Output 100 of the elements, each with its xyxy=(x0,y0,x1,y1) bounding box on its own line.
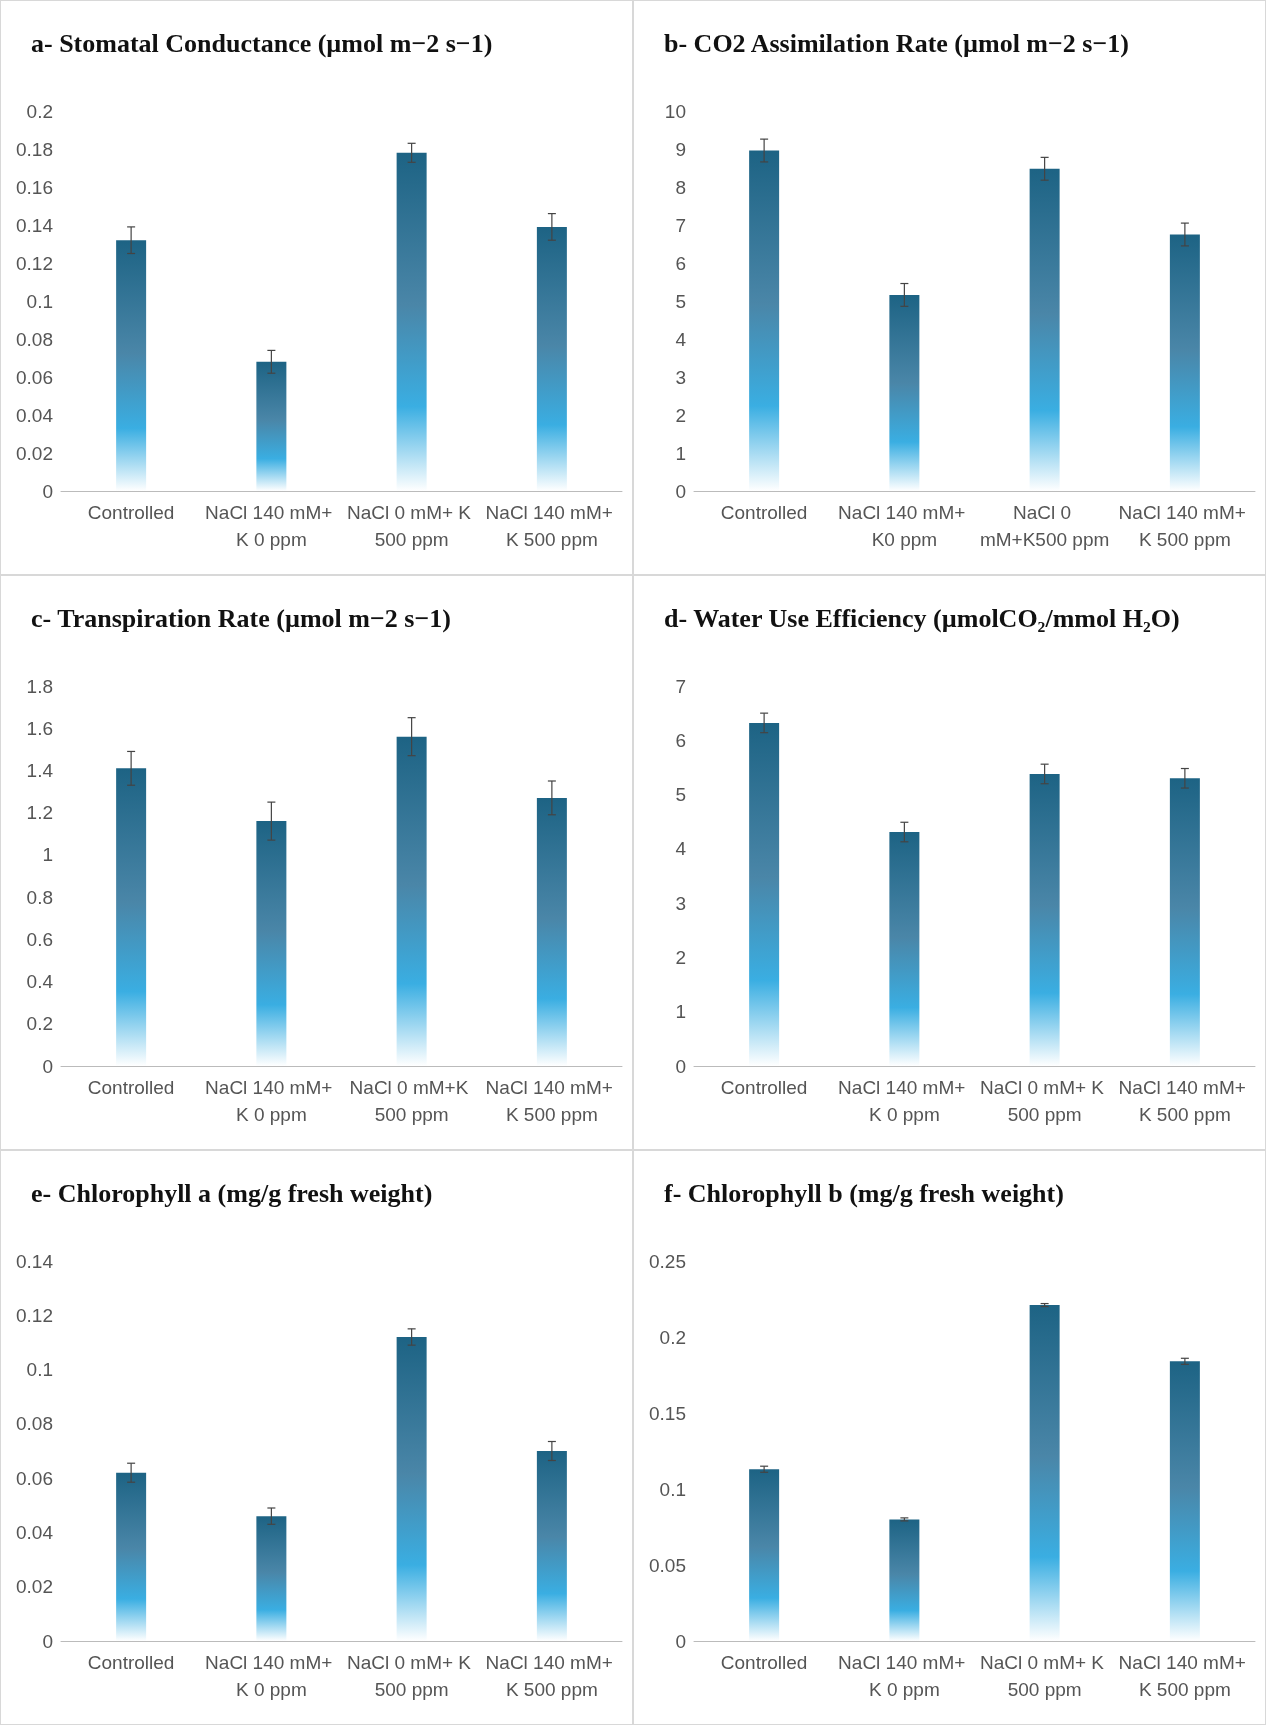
y-tick-label: 0.14 xyxy=(16,214,54,236)
y-tick-label: 0.05 xyxy=(649,1554,686,1576)
x-tick-label: Controlled xyxy=(87,1652,175,1673)
x-tick-label: NaCl 140 mM+ K 500 ppm xyxy=(485,502,619,550)
y-tick-label: 0.06 xyxy=(16,366,53,388)
y-tick-label: 2 xyxy=(675,404,686,426)
y-tick-label: 0.15 xyxy=(649,1402,686,1424)
x-tick-label: NaCl 0 mM+ K 500 ppm xyxy=(979,1077,1110,1125)
y-tick-label: 8 xyxy=(675,176,686,198)
y-tick-label: 1.4 xyxy=(26,759,54,781)
chart-title: d- Water Use Efficiency (µmolCO₂/mmol H₂O) xyxy=(664,604,1180,634)
bar xyxy=(116,768,147,1066)
y-tick-label: 5 xyxy=(675,290,686,312)
y-tick-label: 0.04 xyxy=(16,404,54,426)
bar xyxy=(749,722,780,1066)
chart-title: b- CO2 Assimilation Rate (µmol m−2 s−1) xyxy=(664,29,1129,59)
y-tick-label: 3 xyxy=(675,366,686,388)
y-tick-label: 6 xyxy=(675,729,686,751)
x-tick-label: NaCl 140 mM+ K 0 ppm xyxy=(205,1077,338,1125)
bar xyxy=(1169,1361,1200,1641)
x-tick-label: NaCl 140 mM+ K 500 ppm xyxy=(485,1077,619,1125)
y-tick-label: 0.2 xyxy=(26,1013,53,1035)
y-tick-label: 9 xyxy=(675,138,686,160)
y-tick-label: 0.02 xyxy=(16,442,53,464)
y-tick-label: 0.1 xyxy=(26,1359,53,1381)
y-tick-label: 0 xyxy=(675,480,686,502)
y-tick-label: 0 xyxy=(42,1055,53,1077)
y-tick-label: 0.2 xyxy=(659,1326,686,1348)
y-tick-label: 1.2 xyxy=(26,802,53,824)
y-tick-label: 0.12 xyxy=(16,252,53,274)
x-tick-label: NaCl 140 mM+ K 500 ppm xyxy=(1118,1652,1252,1700)
chart-title: a- Stomatal Conductance (µmol m−2 s−1) xyxy=(31,29,493,59)
x-tick-label: Controlled xyxy=(87,502,175,523)
y-tick-label: 0.02 xyxy=(16,1576,53,1598)
y-tick-label: 2 xyxy=(675,946,686,968)
y-tick-label: 0 xyxy=(675,1055,686,1077)
bar xyxy=(116,240,147,491)
x-tick-label: NaCl 140 mM+ K 500 ppm xyxy=(1118,1077,1252,1125)
y-tick-label: 1 xyxy=(675,442,686,464)
x-tick-label: NaCl 140 mM+ K 500 ppm xyxy=(485,1652,619,1700)
bar xyxy=(396,1337,427,1641)
bar xyxy=(1169,778,1200,1066)
bar xyxy=(536,797,567,1066)
y-tick-label: 0.2 xyxy=(26,100,53,122)
x-tick-label: NaCl 140 mM+ K 0 ppm xyxy=(838,1077,971,1125)
y-tick-label: 0.4 xyxy=(26,971,54,993)
y-tick-label: 1.8 xyxy=(26,675,53,697)
x-tick-label: Controlled xyxy=(720,502,808,523)
x-tick-label: NaCl 140 mM+ K 0 ppm xyxy=(205,1652,338,1700)
y-tick-label: 0.08 xyxy=(16,1413,53,1435)
x-tick-label: NaCl 140 mM+ K 0 ppm xyxy=(205,502,338,550)
x-tick-label: NaCl 0 mM+ K 500 ppm xyxy=(979,1652,1110,1700)
bar xyxy=(396,152,427,491)
y-tick-label: 0.14 xyxy=(16,1250,54,1272)
y-tick-label: 4 xyxy=(675,328,687,350)
bar xyxy=(536,1451,567,1641)
y-tick-label: 0.06 xyxy=(16,1467,53,1489)
y-tick-label: 0.16 xyxy=(16,176,53,198)
y-tick-label: 0 xyxy=(675,1630,686,1652)
y-tick-label: 0.04 xyxy=(16,1521,54,1543)
y-tick-label: 6 xyxy=(675,252,686,274)
bar xyxy=(256,361,287,491)
x-tick-label: NaCl 0 mM+K500 ppm xyxy=(979,502,1110,550)
bar xyxy=(889,294,920,491)
bar xyxy=(1029,1305,1060,1641)
bar xyxy=(256,1516,287,1641)
bar xyxy=(116,1472,147,1641)
y-tick-label: 0.08 xyxy=(16,328,53,350)
x-tick-label: Controlled xyxy=(720,1652,808,1673)
x-tick-label: Controlled xyxy=(720,1077,808,1098)
y-tick-label: 1 xyxy=(675,1001,686,1023)
x-tick-label: Controlled xyxy=(87,1077,175,1098)
y-tick-label: 3 xyxy=(675,892,686,914)
x-tick-label: NaCl 0 mM+ K 500 ppm xyxy=(346,502,477,550)
y-tick-label: 5 xyxy=(675,784,686,806)
x-tick-label: NaCl 140 mM+ K 0 ppm xyxy=(838,1652,971,1700)
bar xyxy=(1029,168,1060,491)
bar xyxy=(749,150,780,491)
x-tick-label: NaCl 0 mM+ K 500 ppm xyxy=(346,1652,477,1700)
bar xyxy=(1169,234,1200,491)
y-tick-label: 4 xyxy=(675,838,687,860)
y-tick-label: 0 xyxy=(42,1630,53,1652)
chart-title: c- Transpiration Rate (µmol m−2 s−1) xyxy=(31,604,451,634)
y-tick-label: 10 xyxy=(664,100,686,122)
x-tick-label: NaCl 140 mM+ K 500 ppm xyxy=(1118,502,1252,550)
bar xyxy=(256,821,287,1066)
bar xyxy=(536,226,567,491)
chart-title: f- Chlorophyll b (mg/g fresh weight) xyxy=(664,1179,1064,1209)
y-tick-label: 0.6 xyxy=(26,928,53,950)
y-tick-label: 0.1 xyxy=(659,1478,686,1500)
x-tick-label: NaCl 0 mM+K 500 ppm xyxy=(349,1077,474,1125)
y-tick-label: 1 xyxy=(42,844,53,866)
y-tick-label: 0.18 xyxy=(16,138,53,160)
bar xyxy=(749,1469,780,1641)
y-tick-label: 0.25 xyxy=(649,1250,686,1272)
y-tick-label: 0 xyxy=(42,480,53,502)
y-tick-label: 0.12 xyxy=(16,1304,53,1326)
bar xyxy=(889,1519,920,1641)
bar xyxy=(1029,773,1060,1066)
bar xyxy=(889,832,920,1066)
